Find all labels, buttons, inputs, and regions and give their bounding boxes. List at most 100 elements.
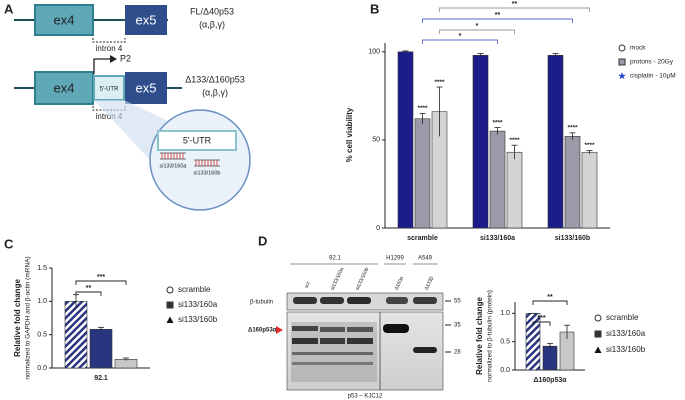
y-tick-label: 1.0 [500, 310, 510, 317]
isoform-name: Δ133/Δ160p53 [185, 74, 245, 84]
significance-bracket [532, 300, 568, 305]
intron-label: intron 4 [96, 112, 123, 121]
lane-label: scr [304, 281, 312, 290]
significance-label: **** [509, 137, 520, 144]
exon-label: ex5 [136, 12, 157, 27]
utr-label: 5'-UTR [100, 87, 119, 93]
legend-marker [166, 286, 174, 294]
y-tick-label: 0.5 [500, 339, 510, 346]
y-tick-label: 0 [376, 225, 380, 232]
significance-label: ** [86, 285, 92, 292]
y-tick-label: 0.5 [37, 332, 47, 339]
loading-control: β-tubulin [250, 300, 273, 306]
legend-marker [594, 330, 602, 338]
intron-label: intron 4 [96, 44, 123, 53]
significance-label: *** [537, 315, 545, 322]
lane-label: Δ133β [424, 276, 436, 292]
isoform-list: (α,β,γ) [199, 19, 225, 29]
significance-label: **** [567, 125, 578, 132]
legend-marker [618, 44, 626, 52]
x-tick-label: 92.1 [94, 375, 108, 382]
legend-label: scramble [606, 313, 639, 322]
isoform-name: FL/Δ40p53 [190, 6, 234, 16]
significance-bracket [422, 39, 498, 44]
bar [414, 118, 431, 229]
legend-label: protons - 20Gy [630, 59, 674, 66]
significance-label: ** [495, 12, 501, 19]
significance-label: **** [584, 142, 595, 149]
size-marker: 55 [454, 299, 461, 305]
sirna-label: si133/160b [194, 170, 221, 176]
bar [506, 151, 523, 229]
western-blot: 92.1 H1299 A549 scr si133/160a si133/160… [248, 256, 461, 400]
cell-line: 92.1 [329, 256, 341, 262]
legend-marker [166, 316, 174, 323]
legend-marker [594, 346, 602, 353]
legend-label: cisplatin - 10µM [630, 73, 676, 80]
size-marker: 35 [454, 323, 461, 329]
x-tick-label: Δ160p53α [533, 377, 567, 384]
bar [89, 329, 113, 369]
size-marker: 28 [454, 350, 461, 356]
y-tick-label: 1.0 [37, 298, 47, 305]
significance-label: ** [547, 294, 553, 301]
lane-label: si133/160a [330, 266, 346, 291]
x-tick-label: si133/160b [555, 235, 590, 242]
significance-label: * [459, 33, 462, 40]
x-tick-label: si133/160a [480, 235, 515, 242]
lane-label: Δ160α [394, 276, 406, 292]
bar [64, 301, 88, 369]
bar [542, 345, 558, 371]
bar [581, 151, 598, 229]
gene-diagram: ex4 ex5 intron 4 FL/Δ40p53 (α,β,γ) ex4 5… [14, 4, 251, 211]
y-axis-sublabel: normalized to β-tubulin (protein) [487, 290, 494, 382]
legend-marker [594, 314, 602, 322]
bar [547, 55, 564, 229]
bar [489, 130, 506, 229]
bar [472, 55, 489, 229]
bar [564, 136, 581, 229]
legend-marker [618, 58, 626, 66]
significance-bracket [439, 29, 515, 34]
legend-label: si133/160a [606, 329, 646, 338]
legend-marker [166, 301, 174, 309]
significance-bracket [75, 280, 127, 285]
legend-label: si133/160b [606, 345, 646, 354]
antibody-label: p53 – KJC12 [348, 394, 383, 400]
y-tick-label: 100 [368, 49, 380, 56]
y-tick-label: 0.0 [500, 367, 510, 374]
promoter-label: P2 [120, 53, 131, 63]
significance-label: *** [97, 274, 105, 281]
significance-bracket [439, 7, 590, 12]
band-label: Δ160p53α [248, 328, 277, 334]
legend-marker [618, 72, 626, 80]
panel-label: B [370, 1, 379, 16]
significance-label: * [476, 23, 479, 30]
panel-label: D [258, 233, 267, 248]
lane-label: si133/160b [355, 266, 371, 291]
y-axis-sublabel: normalized to GAPDH and β-actin (mRNA) [25, 256, 32, 379]
cell-line: H1299 [386, 256, 404, 262]
significance-label: **** [492, 119, 503, 126]
sirna-label: si133/160a [160, 163, 188, 169]
y-tick-label: 0.0 [37, 365, 47, 372]
legend-label: mock [630, 45, 646, 52]
y-axis-label: Relative fold change [475, 297, 484, 375]
significance-bracket [532, 321, 551, 326]
significance-label: ** [512, 1, 518, 8]
isoform-list: (α,β,γ) [202, 87, 228, 97]
significance-bracket [422, 18, 573, 23]
y-axis-label: Relative fold change [13, 279, 22, 357]
exon-label: ex4 [54, 80, 75, 95]
legend-label: si133/160b [178, 315, 218, 324]
cell-line: A549 [418, 256, 433, 262]
y-tick-label: 1.5 [37, 265, 47, 272]
legend-label: si133/160a [178, 300, 218, 309]
panel-label: C [4, 236, 14, 251]
significance-label: **** [434, 79, 445, 86]
utr-label: 5'-UTR [183, 135, 212, 145]
panel-label: A [4, 1, 14, 16]
x-tick-label: scramble [407, 235, 438, 242]
y-axis-label: % cell viability [345, 107, 354, 162]
legend-label: scramble [178, 285, 211, 294]
